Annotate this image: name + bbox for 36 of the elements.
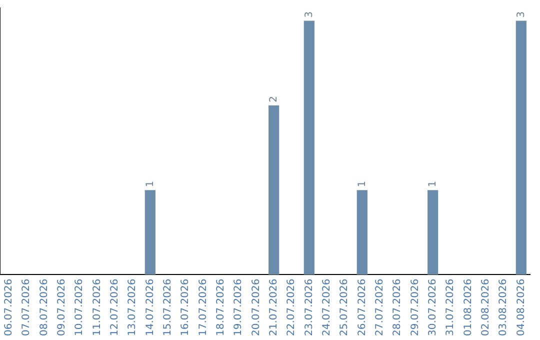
- x-tick-label: 06.07.2026: [3, 278, 14, 336]
- x-tick-label: 19.07.2026: [233, 278, 244, 336]
- x-tick-label: 09.07.2026: [56, 278, 68, 336]
- x-tick-label: 18.07.2026: [215, 278, 226, 336]
- x-tick-label: 31.07.2026: [445, 278, 456, 336]
- x-tick-label: 12.07.2026: [109, 278, 120, 336]
- x-tick-label: 02.08.2026: [480, 278, 492, 336]
- x-tick-label: 03.08.2026: [498, 278, 510, 336]
- x-tick-label: 21.07.2026: [268, 278, 280, 336]
- x-tick-label: 23.07.2026: [304, 278, 315, 336]
- data-label: 1: [356, 180, 368, 188]
- x-tick-label: 16.07.2026: [180, 278, 192, 336]
- x-tick-label: 30.07.2026: [427, 278, 438, 336]
- x-tick-label: 11.07.2026: [92, 278, 103, 336]
- x-tick-label: 25.07.2026: [339, 278, 350, 336]
- x-tick-label: 26.07.2026: [356, 278, 368, 336]
- x-tick-label: 08.07.2026: [38, 278, 50, 336]
- x-tick-label: 28.07.2026: [392, 278, 404, 336]
- x-tick-label: 17.07.2026: [198, 278, 209, 336]
- x-tick-label: 27.07.2026: [374, 278, 386, 336]
- data-label: 3: [304, 11, 315, 18]
- x-tick-label: 24.07.2026: [321, 278, 332, 336]
- x-tick-label: 29.07.2026: [410, 278, 421, 336]
- x-tick-label: 13.07.2026: [127, 278, 138, 336]
- x-tick-label: 22.07.2026: [286, 278, 298, 336]
- x-tick-label: 01.08.2026: [462, 278, 474, 336]
- data-label: 1: [427, 180, 438, 188]
- data-label: 1: [144, 180, 156, 188]
- x-tick-label: 04.08.2026: [516, 278, 527, 336]
- data-label: 2: [268, 96, 280, 102]
- data-label: 3: [516, 11, 527, 18]
- x-tick-label: 20.07.2026: [250, 278, 262, 336]
- x-tick-label: 07.07.2026: [21, 278, 32, 336]
- x-tick-label: 14.07.2026: [144, 278, 156, 336]
- x-tick-label: 10.07.2026: [74, 278, 86, 336]
- x-tick-label: 15.07.2026: [162, 278, 174, 336]
